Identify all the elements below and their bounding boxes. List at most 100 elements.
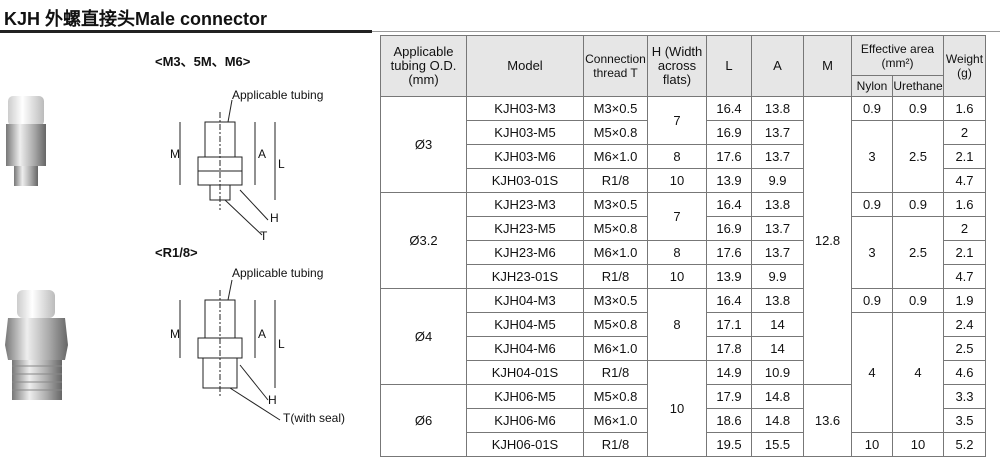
table-cell: 3.3: [943, 384, 986, 409]
table-cell: 13.7: [751, 240, 804, 265]
table-cell: 17.9: [706, 384, 752, 409]
table-cell: 13.9: [706, 168, 752, 193]
header-cell: Applicable tubing O.D. (mm): [380, 35, 467, 97]
table-cell: 3.5: [943, 408, 986, 433]
table-cell: 16.9: [706, 120, 752, 145]
table-cell: R1/8: [583, 360, 648, 385]
table-cell: M5×0.8: [583, 120, 648, 145]
table-cell: 4: [851, 312, 893, 433]
label: M: [170, 147, 180, 161]
header-cell: M: [803, 35, 852, 97]
table-cell: 8: [647, 288, 707, 361]
label: H: [270, 211, 279, 225]
table-cell: KJH06-M5: [466, 384, 584, 409]
table-cell: KJH03-M6: [466, 144, 584, 169]
drawing-bottom: [179, 279, 281, 421]
table-cell: 13.9: [706, 264, 752, 289]
table-row: KJH03-M5 M5×0.8 16.9 13.7 3 2.5 2: [381, 120, 986, 193]
table-cell: KJH03-M3: [466, 96, 584, 121]
table-cell: 17.1: [706, 312, 752, 337]
table-cell: 13.6: [803, 384, 852, 457]
table-cell: KJH04-01S: [466, 360, 584, 385]
header-cell: H (Width across flats): [647, 35, 707, 97]
caption: <M3、5M、M6>: [155, 54, 251, 69]
table-cell: 3: [851, 216, 893, 289]
table-cell: 13.8: [751, 192, 804, 217]
table-cell: 8: [647, 144, 707, 169]
table-cell: 13.7: [751, 216, 804, 241]
table-cell: 17.6: [706, 144, 752, 169]
table-cell: KJH23-M6: [466, 240, 584, 265]
table-cell: KJH06-01S: [466, 432, 584, 457]
table-cell: 19.5: [706, 432, 752, 457]
header-cell: Nylon: [851, 75, 893, 97]
table-cell: 13.8: [751, 288, 804, 313]
header-cell: Weight (g): [943, 35, 986, 97]
table-cell: 10.9: [751, 360, 804, 385]
table-row: Ø6 KJH06-M5 M5×0.8 17.9 14.8 13.6 3.3: [380, 384, 986, 457]
table-cell: 12.8: [803, 96, 852, 385]
table-cell: 9.9: [751, 168, 804, 193]
table-row: Ø3.2 KJH23-M3 M3×0.5 7 16.4 13.8 0.9 0.9 1.6: [380, 192, 986, 289]
table-cell: 7: [647, 96, 707, 145]
table-cell: M3×0.5: [583, 288, 648, 313]
table-cell: 14.8: [751, 384, 804, 409]
table-cell: M5×0.8: [583, 312, 648, 337]
table-cell: 14.9: [706, 360, 752, 385]
table-cell: KJH03-M5: [466, 120, 584, 145]
table-row: KJH04-01S R1/8 10 14.9 10.9 4.6: [381, 360, 986, 457]
table-cell: 2.4: [943, 312, 986, 337]
photo-bottom: [5, 290, 68, 400]
table-cell: KJH03-01S: [466, 168, 584, 193]
table-cell: 10: [647, 264, 707, 289]
table-cell: 2: [943, 120, 986, 145]
photo-top: [6, 96, 46, 186]
table-cell: 0.9: [892, 96, 944, 121]
label: T: [260, 229, 268, 243]
table-cell: 16.4: [706, 192, 752, 217]
label: Applicable tubing: [232, 88, 323, 102]
table-cell: KJH04-M3: [466, 288, 584, 313]
table-cell: 17.6: [706, 240, 752, 265]
table-cell: 16.9: [706, 216, 752, 241]
table-cell: KJH04-M5: [466, 312, 584, 337]
table-cell: 7: [647, 192, 707, 241]
table-cell: M5×0.8: [583, 216, 648, 241]
header-cell: Urethane: [892, 75, 944, 97]
table-cell: Ø4: [380, 288, 467, 385]
table-body: Ø3 KJH03-M3 M3×0.5 7 16.4 13.8 12.8 0.9 0.9 1.6 KJ…: [380, 96, 986, 457]
table-cell: 18.6: [706, 408, 752, 433]
table-cell: M6×1.0: [583, 240, 648, 265]
table-cell: KJH04-M6: [466, 336, 584, 361]
table-cell: 13.7: [751, 144, 804, 169]
table-cell: 4.7: [943, 168, 986, 193]
table-cell: KJH23-M5: [466, 216, 584, 241]
table-cell: 5.2: [943, 432, 986, 457]
table-cell: 16.4: [706, 96, 752, 121]
caption: <R1/8>: [155, 245, 198, 260]
table-cell: KJH23-M3: [466, 192, 584, 217]
spec-table: Applicable tubing O.D. (mm) Model Connec…: [380, 35, 986, 457]
label: M: [170, 327, 180, 341]
table-cell: Ø3.2: [380, 192, 467, 289]
table-cell: 4: [892, 312, 944, 433]
table-cell: 10: [647, 360, 707, 457]
table-cell: 8: [647, 240, 707, 265]
table-cell: 14: [751, 312, 804, 337]
table-cell: 2.5: [892, 216, 944, 289]
page-title: KJH 外螺直接头Male connector: [4, 9, 268, 29]
table-cell: R1/8: [583, 168, 648, 193]
table-row: Ø3 KJH03-M3 M3×0.5 7 16.4 13.8 12.8 0.9 0.9 1.6: [380, 96, 986, 385]
table-cell: KJH06-M6: [466, 408, 584, 433]
table-cell: 17.8: [706, 336, 752, 361]
header-cell: Model: [466, 35, 584, 97]
table-cell: 9.9: [751, 264, 804, 289]
label: A: [258, 147, 266, 161]
label: T(with seal): [283, 411, 345, 425]
header-cell: Connection thread T: [583, 35, 648, 97]
table-row: KJH23-01S R1/8 10 13.9 9.9 4.7: [381, 264, 986, 289]
table-cell: 2: [943, 216, 986, 241]
table-cell: 10: [851, 432, 893, 457]
table-cell: R1/8: [583, 432, 648, 457]
